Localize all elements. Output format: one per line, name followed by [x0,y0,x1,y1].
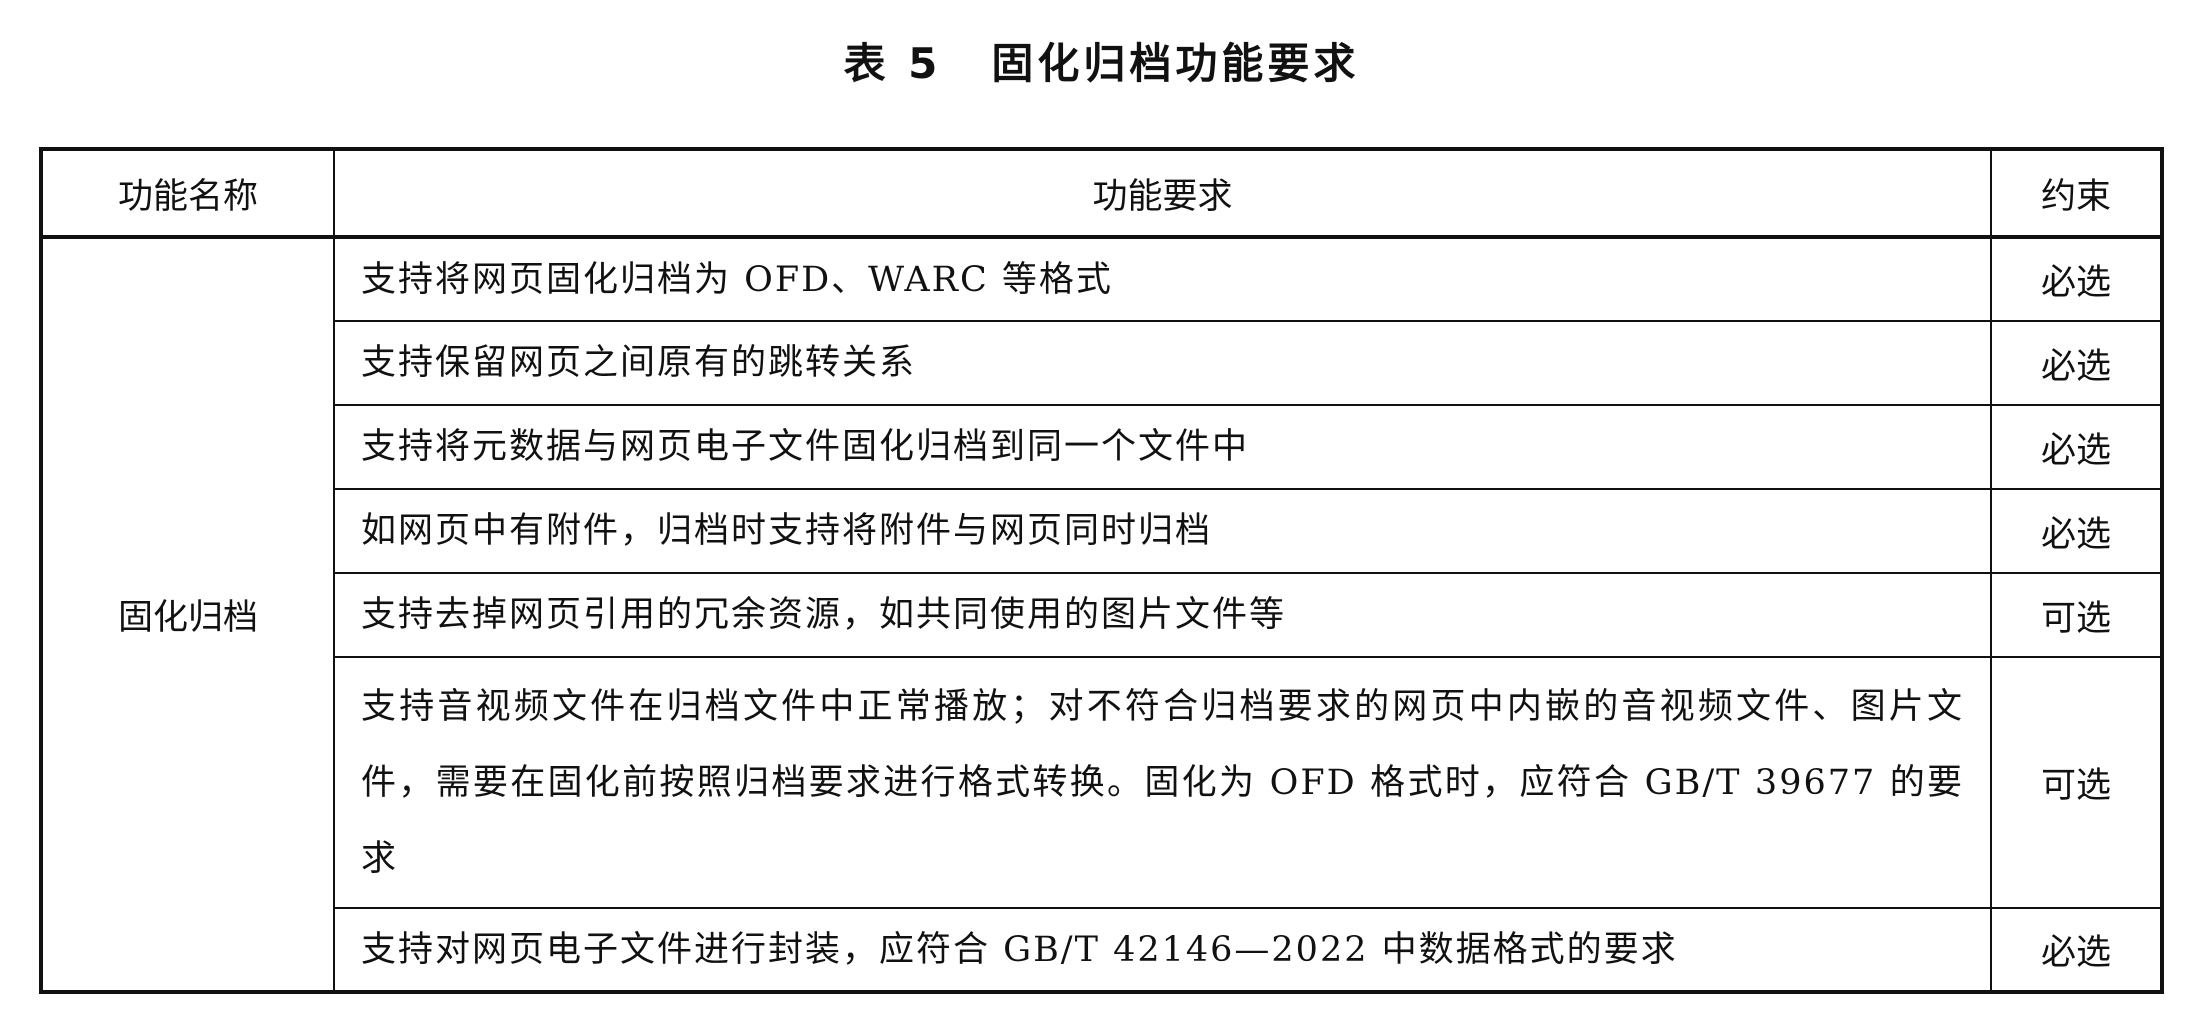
table-row: 支持保留网页之间原有的跳转关系 必选 [41,320,2163,406]
table-title: 表 5 固化归档功能要求 [0,30,2203,91]
requirements-table: 功能名称 功能要求 约束 固化归档 支持将网页固化归档为 OFD、WARC 等格… [39,147,2164,994]
table-row: 固化归档 支持将网页固化归档为 OFD、WARC 等格式 必选 [40,236,2163,993]
constraint-cell: 必选 [1990,320,2163,406]
table-row: 支持去掉网页引用的冗余资源，如共同使用的图片文件等 可选 [41,572,2163,658]
table-row: 支持将元数据与网页电子文件固化归档到同一个文件中 必选 [41,404,2163,490]
table-row: 支持对网页电子文件进行封装，应符合 GB/T 42146—2022 中数据格式的… [41,907,2163,993]
constraint-cell: 必选 [1990,488,2163,574]
requirement-cell: 支持音视频文件在归档文件中正常播放；对不符合归档要求的网页中内嵌的音视频文件、图… [333,656,1992,909]
table-row: 如网页中有附件，归档时支持将附件与网页同时归档 必选 [41,488,2163,574]
requirement-cell: 支持对网页电子文件进行封装，应符合 GB/T 42146—2022 中数据格式的… [333,907,1992,993]
requirement-cell: 支持去掉网页引用的冗余资源，如共同使用的图片文件等 [333,572,1992,658]
header-row: 功能名称 功能要求 约束 [40,148,2163,239]
constraint-cell: 必选 [1990,236,2163,322]
constraint-cell: 必选 [1990,907,2163,993]
constraint-cell: 可选 [1990,572,2163,658]
requirement-cell: 支持保留网页之间原有的跳转关系 [333,320,1992,406]
requirement-cell: 支持将网页固化归档为 OFD、WARC 等格式 [333,236,1992,322]
table-caption: 固化归档功能要求 [991,39,1360,88]
requirement-cell: 支持将元数据与网页电子文件固化归档到同一个文件中 [333,404,1992,490]
constraint-cell: 可选 [1990,656,2163,909]
constraint-cell: 必选 [1990,404,2163,490]
header-constraint: 约束 [1990,148,2163,239]
group-name-cell: 固化归档 [40,236,335,993]
header-requirement: 功能要求 [333,148,1992,239]
table-number: 表 5 [843,39,942,88]
header-function-name: 功能名称 [40,148,335,239]
table-row: 支持音视频文件在归档文件中正常播放；对不符合归档要求的网页中内嵌的音视频文件、图… [41,656,2163,909]
requirement-cell: 如网页中有附件，归档时支持将附件与网页同时归档 [333,488,1992,574]
